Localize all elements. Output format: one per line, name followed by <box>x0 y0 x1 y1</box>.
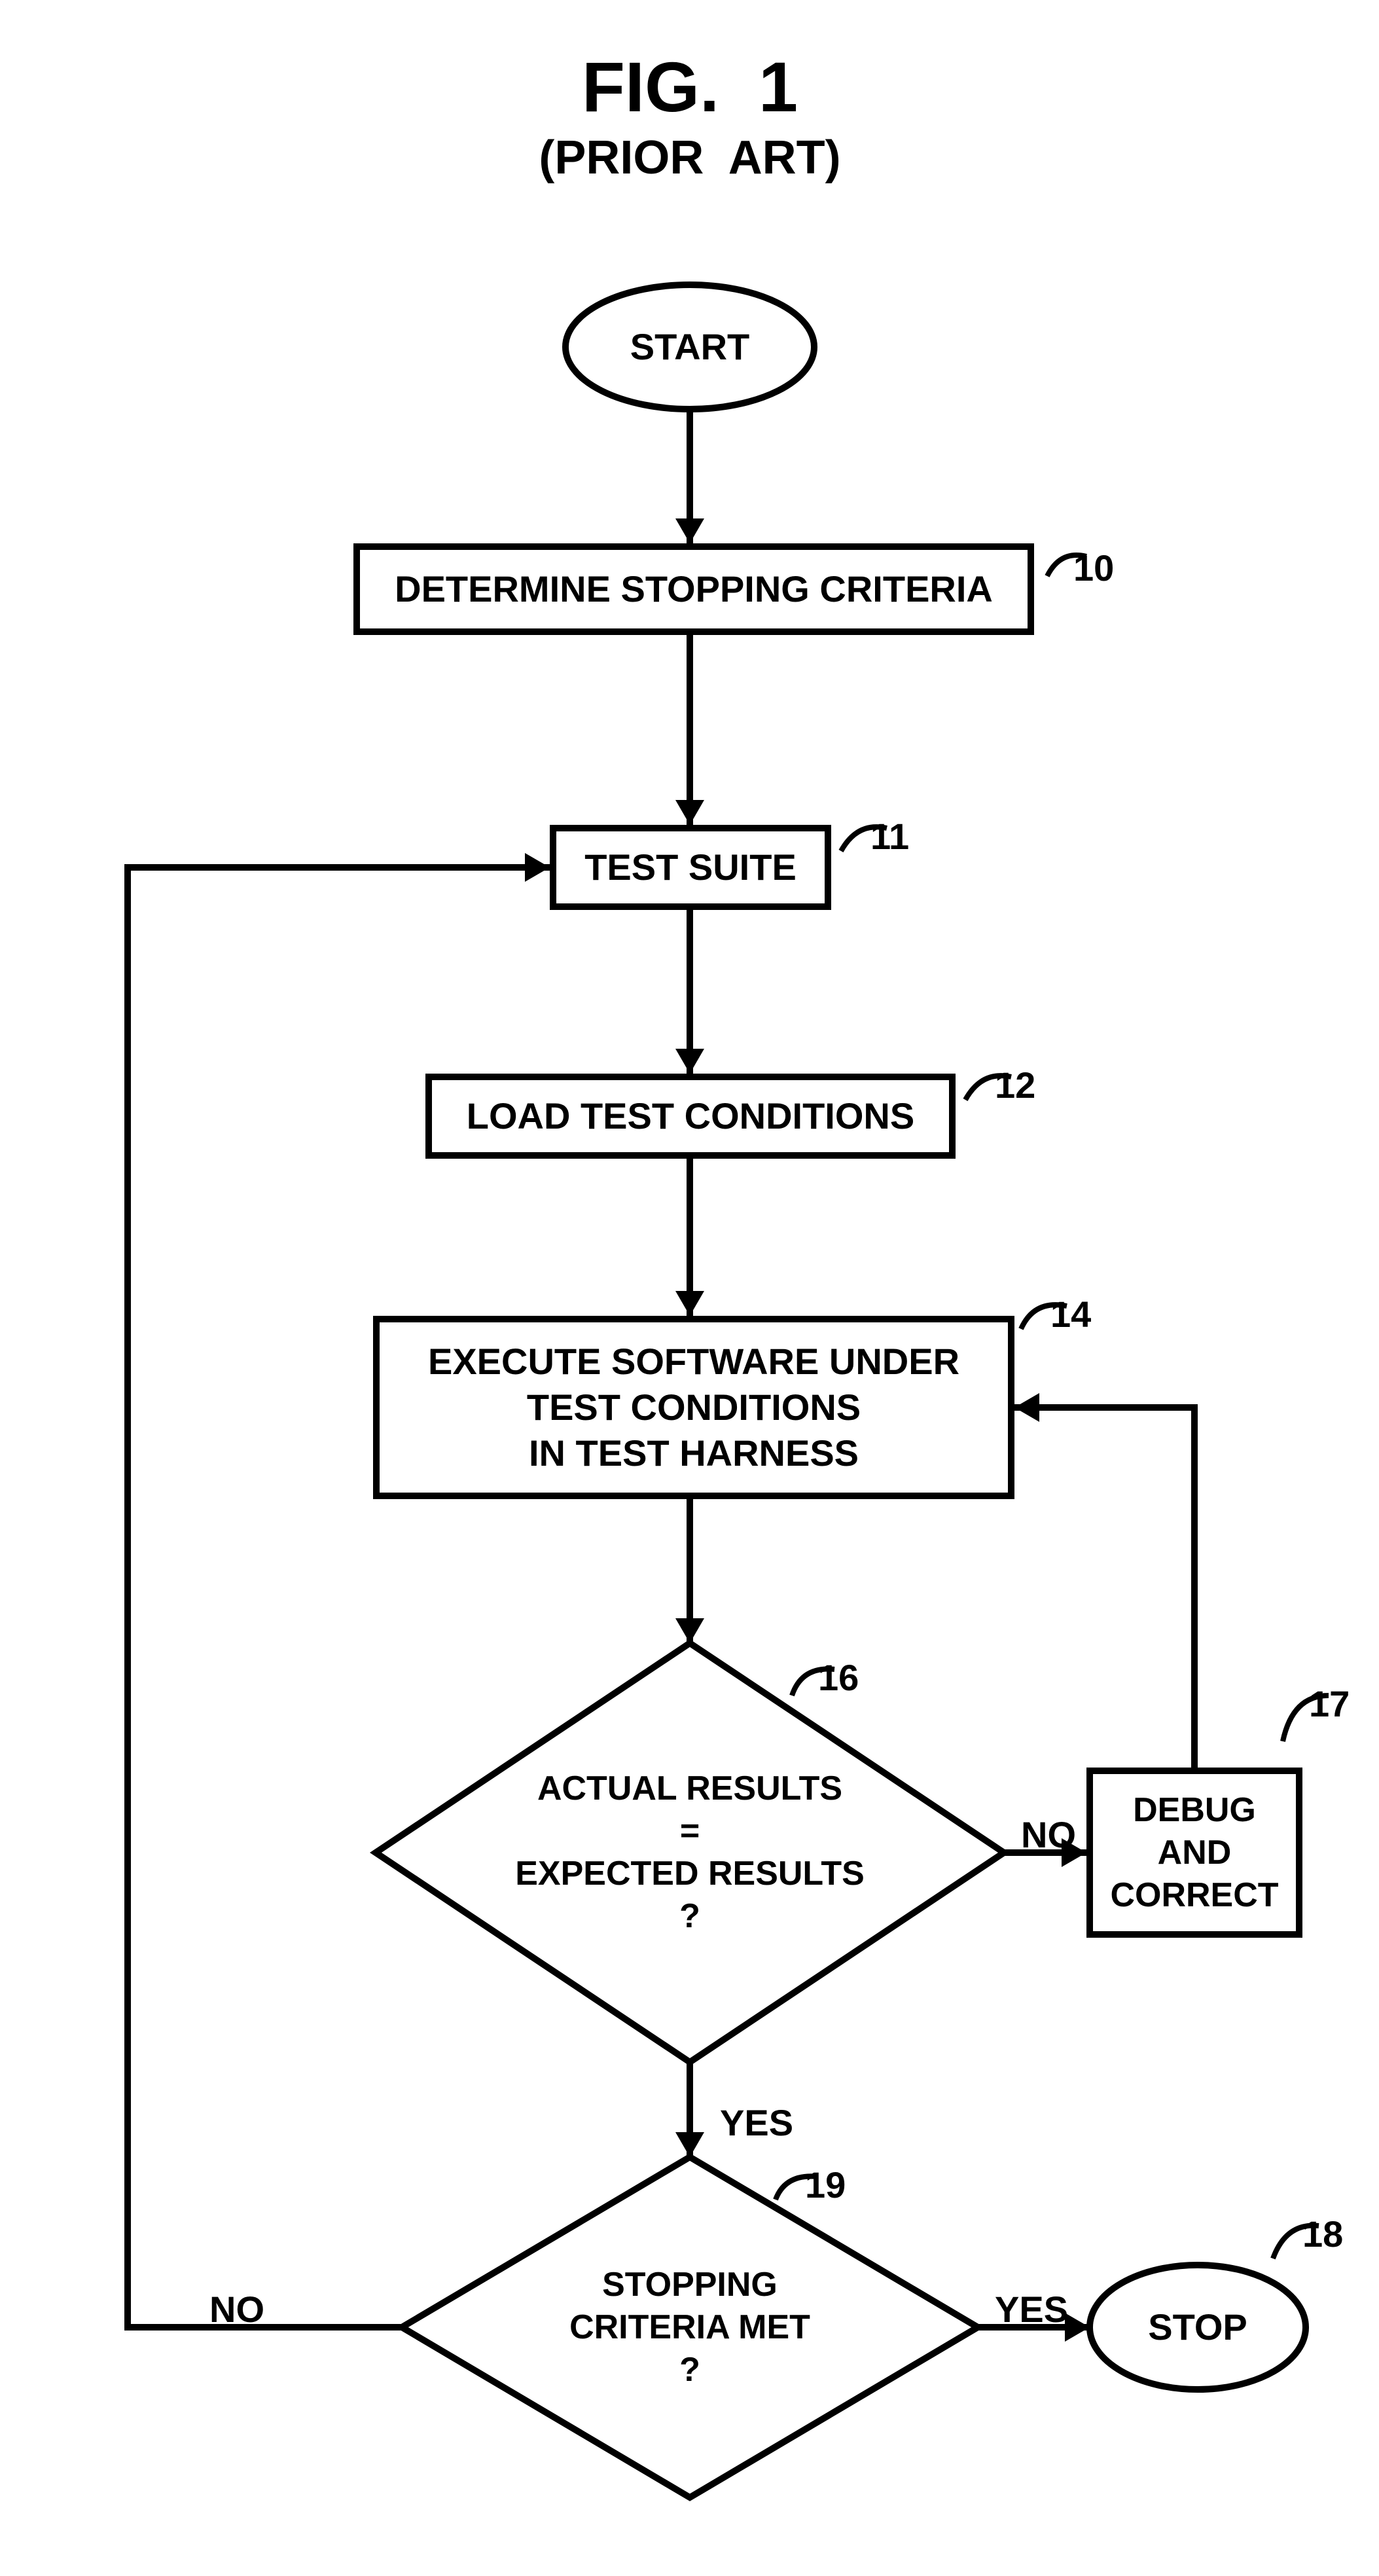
ref-11: 11 <box>870 815 909 858</box>
flowchart-canvas: FIG. 1 (PRIOR ART) DETERMINE STOPPING CR… <box>0 0 1379 2576</box>
node-test-suite: TEST SUITE <box>550 825 831 910</box>
figure-title: FIG. 1 <box>582 46 798 128</box>
edge-label-no-1: NO <box>1021 1813 1076 1856</box>
node-start: START <box>565 285 814 409</box>
ref-14: 14 <box>1050 1293 1091 1335</box>
node-stopping-criteria-decision: STOPPING CRITERIA MET ? <box>402 2157 978 2497</box>
ref-19: 19 <box>805 2164 846 2206</box>
node-debug-correct: DEBUG AND CORRECT <box>1086 1768 1302 1938</box>
node-execute-software: EXECUTE SOFTWARE UNDER TEST CONDITIONS I… <box>373 1316 1014 1499</box>
node-stop: STOP <box>1090 2265 1306 2389</box>
ref-16: 16 <box>818 1656 859 1699</box>
figure-subtitle: (PRIOR ART) <box>539 131 840 185</box>
edge-label-yes-1: YES <box>720 2101 793 2144</box>
ref-17: 17 <box>1309 1682 1350 1725</box>
node-determine-stopping-criteria: DETERMINE STOPPING CRITERIA <box>353 543 1034 635</box>
edge-label-no-2: NO <box>209 2288 264 2331</box>
node-results-equal-decision: ACTUAL RESULTS = EXPECTED RESULTS ? <box>376 1643 1004 2062</box>
edge-label-yes-2: YES <box>995 2288 1068 2331</box>
node-load-test-conditions: LOAD TEST CONDITIONS <box>425 1074 956 1159</box>
ref-10: 10 <box>1073 547 1114 589</box>
ref-12: 12 <box>995 1064 1035 1106</box>
ref-18: 18 <box>1302 2213 1343 2255</box>
